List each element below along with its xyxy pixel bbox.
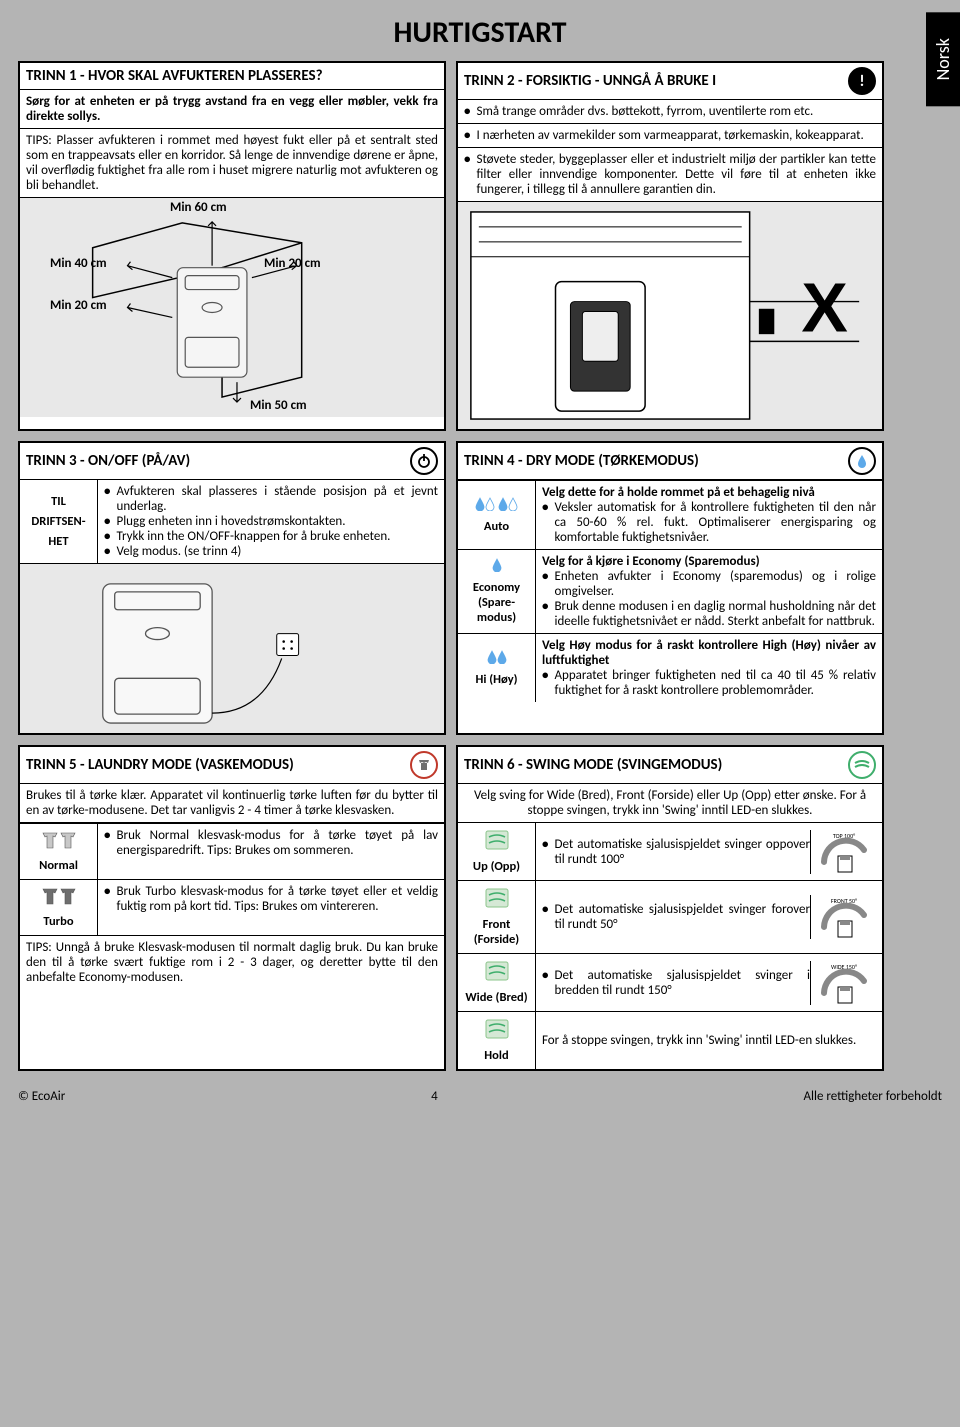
step5-intro: Brukes til å tørke klær. Apparatet vil k…: [20, 784, 444, 823]
step6-box: TRINN 6 - SWING MODE (SVINGEMODUS) Velg …: [456, 745, 884, 1071]
step3-title: TRINN 3 - ON/OFF (PÅ/AV): [20, 443, 444, 480]
step1-illustration: Min 60 cm Min 40 cm Min 20 cm Min 20 cm …: [20, 197, 444, 417]
power-icon: [410, 447, 438, 475]
step3-label: TIL DRIFTSEN-HET: [20, 480, 98, 563]
step3-bullets: Avfukteren skal plasseres i stående posi…: [104, 484, 438, 559]
step5-row: TurboBruk Turbo klesvask-modus for å tør…: [20, 879, 444, 935]
footer-left: © EcoAir: [18, 1089, 65, 1104]
step5-box: TRINN 5 - LAUNDRY MODE (VASKEMODUS) Bruk…: [18, 745, 446, 1071]
step5-row: NormalBruk Normal klesvask-modus for å t…: [20, 823, 444, 879]
step1-tips: TIPS: Plasser avfukteren i rommet med hø…: [20, 129, 444, 197]
step2-title: TRINN 2 - FORSIKTIG - UNNGÅ Å BRUKE I !: [458, 63, 882, 100]
step3-illustration: [20, 563, 444, 733]
step1-title: TRINN 1 - HVOR SKAL AVFUKTEREN PLASSERES…: [20, 63, 444, 90]
footer-page: 4: [431, 1089, 438, 1104]
step6-intro: Velg sving for Wide (Bred), Front (Forsi…: [458, 784, 882, 822]
step2-bullets: Små trange områder dvs. bøttekott, fyrro…: [458, 100, 882, 201]
swing-icon: [848, 751, 876, 779]
step4-row: AutoVelg dette for å holde rommet på et …: [458, 480, 882, 549]
step5-tips: TIPS: Unngå å bruke Klesvask-modusen til…: [20, 935, 444, 989]
step2-illustration: X: [458, 201, 882, 429]
step1-box: TRINN 1 - HVOR SKAL AVFUKTEREN PLASSERES…: [18, 61, 446, 431]
step4-row: Economy (Spare-modus)Velg for å kjøre i …: [458, 549, 882, 633]
page-footer: © EcoAir 4 Alle rettigheter forbeholdt: [0, 1079, 960, 1108]
drop-icon: [848, 447, 876, 475]
language-tab: Norsk: [926, 12, 960, 106]
step3-box: TRINN 3 - ON/OFF (PÅ/AV) TIL DRIFTSEN-HE…: [18, 441, 446, 735]
step4-box: TRINN 4 - DRY MODE (TØRKEMODUS) AutoVelg…: [456, 441, 884, 735]
svg-text:X: X: [801, 268, 847, 346]
laundry-icon: [410, 751, 438, 779]
step1-subtitle: Sørg for at enheten er på trygg avstand …: [20, 90, 444, 129]
step4-row: Hi (Høy)Velg Høy modus for å raskt kontr…: [458, 633, 882, 702]
footer-right: Alle rettigheter forbeholdt: [803, 1089, 942, 1104]
step5-title: TRINN 5 - LAUNDRY MODE (VASKEMODUS): [20, 747, 444, 784]
warning-icon: !: [848, 67, 876, 95]
step6-row: HoldFor å stoppe svingen, trykk inn 'Swi…: [458, 1011, 882, 1069]
step4-title: TRINN 4 - DRY MODE (TØRKEMODUS): [458, 443, 882, 480]
page-title: HURTIGSTART: [18, 14, 942, 51]
step2-box: TRINN 2 - FORSIKTIG - UNNGÅ Å BRUKE I ! …: [456, 61, 884, 431]
step6-row: Up (Opp)Det automatiske sjalusispjeldet …: [458, 822, 882, 880]
step6-row: Wide (Bred)Det automatiske sjalusispjeld…: [458, 953, 882, 1011]
step6-title: TRINN 6 - SWING MODE (SVINGEMODUS): [458, 747, 882, 784]
step6-row: Front (Forside)Det automatiske sjalusisp…: [458, 880, 882, 953]
